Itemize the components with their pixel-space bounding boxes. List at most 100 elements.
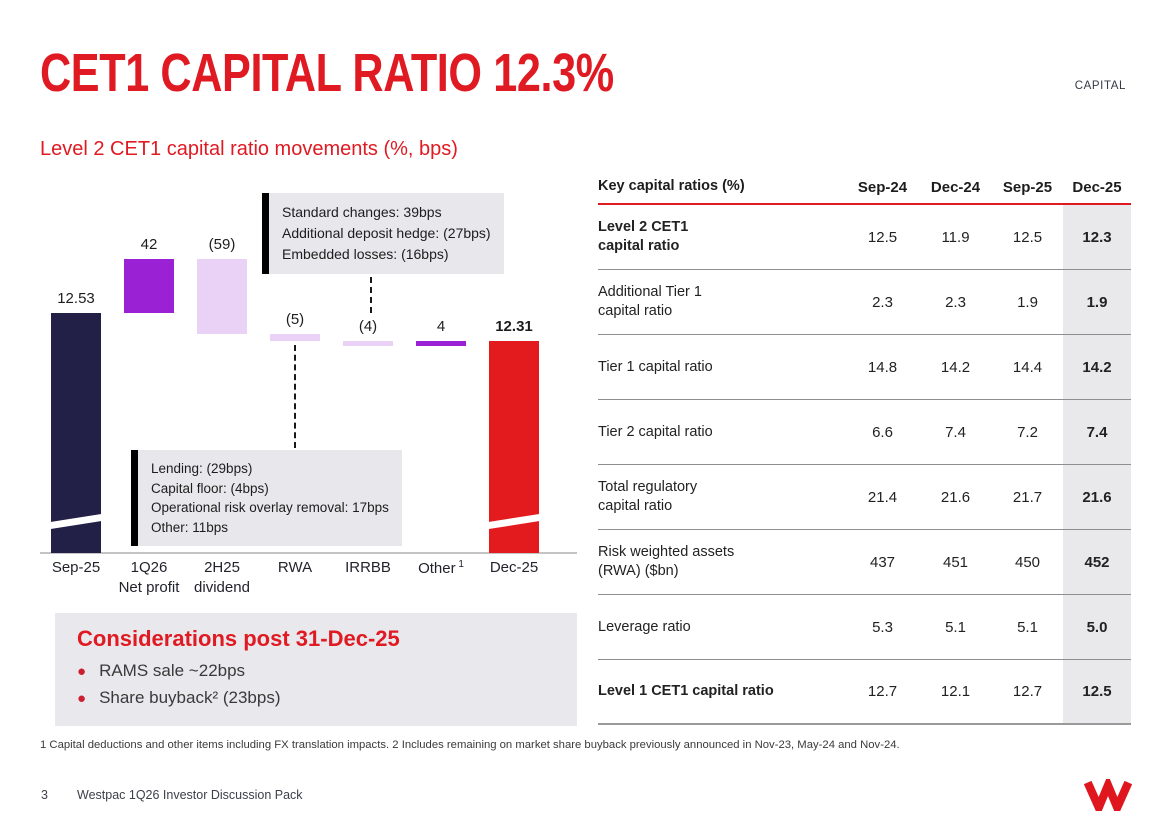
row-value: 12.5 <box>1063 660 1131 723</box>
row-value: 450 <box>1014 553 1041 571</box>
page-title-text: CET1 CAPITAL RATIO 12.3% <box>40 43 614 103</box>
axis-label-other: Other 1 <box>418 559 464 577</box>
column-header-dec-24: Dec-24 <box>930 179 981 196</box>
row-value: 21.4 <box>867 488 898 506</box>
row-label: Risk weighted assets (RWA) ($bn) <box>598 544 735 579</box>
axis-label-rwa: RWA <box>277 559 313 576</box>
axis-label-1q26: 1Q26 Net profit <box>118 559 180 597</box>
row-label: Total regulatory capital ratio <box>598 479 698 514</box>
row-value: 2.3 <box>872 293 893 311</box>
annotation-line: Standard changes: 39bps <box>282 204 442 220</box>
waterfall-bar-rwa <box>270 334 320 341</box>
row-value: 14.8 <box>867 358 898 376</box>
table-row: Risk weighted assets (RWA) ($bn) 437 451 45… <box>598 530 1131 595</box>
annotation-irrbb-box: Standard changes: 39bps Additional deposi… <box>262 193 504 274</box>
waterfall-chart: 12.53 42 (59) (5) (4) 4 12.31 Standard changes… <box>40 180 577 605</box>
row-value: 5.1 <box>1017 618 1038 636</box>
bar-value-label: 42 <box>140 235 158 253</box>
table-row: Level 2 CET1 capital ratio 12.5 11.9 12.5 12… <box>598 205 1131 270</box>
row-value: 7.4 <box>1063 400 1131 464</box>
row-value: 11.9 <box>941 228 970 246</box>
table-row: Additional Tier 1 capital ratio 2.3 2.3 1.9… <box>598 270 1131 335</box>
bullet-icon: ● <box>77 663 87 680</box>
bar-value-label: 12.53 <box>57 289 95 307</box>
page-number: 3 <box>41 788 48 802</box>
annotation-line: Other: 11bps <box>151 519 229 535</box>
row-value: 5.1 <box>945 618 966 636</box>
waterfall-bar-2h25 <box>197 258 247 335</box>
row-value: 437 <box>869 553 896 571</box>
table-body: Level 2 CET1 capital ratio 12.5 11.9 12.5 12… <box>598 205 1131 725</box>
considerations-panel: Considerations post 31-Dec-25 ● RAMS sale… <box>55 613 577 726</box>
bar-value-label: 4 <box>436 317 446 335</box>
row-label: Level 2 CET1 capital ratio <box>598 219 689 254</box>
consideration-text: RAMS sale ~22bps <box>99 661 246 680</box>
bar-value-label: (4) <box>358 317 378 335</box>
considerations-heading: Considerations post 31-Dec-25 <box>77 626 400 651</box>
annotation-line: Capital floor: (4bps) <box>151 480 269 496</box>
bullet-icon: ● <box>77 690 87 707</box>
bar-value-label: (5) <box>285 311 305 329</box>
bar-value-label: 12.31 <box>495 317 533 335</box>
annotation-line: Lending: (29bps) <box>151 461 253 476</box>
row-value: 14.4 <box>1012 358 1043 376</box>
row-value: 12.5 <box>1012 228 1043 246</box>
consideration-item: ● RAMS sale ~22bps <box>77 661 555 681</box>
waterfall-bar-1q26 <box>124 258 174 313</box>
row-value: 21.6 <box>1063 465 1131 529</box>
westpac-w-logo <box>1083 774 1133 818</box>
consideration-text: Share buyback² (23bps) <box>99 688 281 707</box>
table-row: Level 1 CET1 capital ratio 12.7 12.1 12.7 12… <box>598 660 1131 725</box>
row-value: 14.2 <box>1063 335 1131 399</box>
page-title: CET1 CAPITAL RATIO 12.3% <box>40 46 757 100</box>
row-value: 12.7 <box>867 683 898 700</box>
row-value: 452 <box>1063 530 1131 594</box>
x-axis-line <box>40 552 577 554</box>
table-header-row: Key capital ratios (%) Sep-24 Dec-24 Sep-2… <box>598 167 1131 205</box>
row-value: 2.3 <box>945 293 966 311</box>
table-title: Key capital ratios (%) <box>598 178 745 195</box>
row-value: 12.1 <box>940 683 971 700</box>
footer-title: Westpac 1Q26 Investor Discussion Pack <box>77 788 303 802</box>
row-value: 14.2 <box>940 358 971 376</box>
section-tag: CAPITAL <box>1074 80 1126 92</box>
table-row: Total regulatory capital ratio 21.4 21.6 21… <box>598 465 1131 530</box>
column-header-sep-25: Sep-25 <box>1002 179 1053 196</box>
chart-title: Level 2 CET1 capital ratio movements (%,… <box>40 138 458 160</box>
annotation-connector-irrbb <box>370 277 372 313</box>
row-label: Tier 2 capital ratio <box>598 423 713 440</box>
row-value: 1.9 <box>1063 270 1131 334</box>
row-value: 1.9 <box>1017 293 1038 311</box>
axis-label-dec-25: Dec-25 <box>489 559 539 576</box>
row-value: 5.0 <box>1063 595 1131 659</box>
bar-value-label: (59) <box>208 235 236 253</box>
row-value: 5.3 <box>872 618 893 636</box>
waterfall-bar-irrbb <box>343 340 393 346</box>
axis-label-sep-25: Sep-25 <box>51 559 101 576</box>
row-value: 12.7 <box>1012 683 1043 700</box>
footnote: 1 Capital deductions and other items inc… <box>40 739 900 751</box>
waterfall-bar-other <box>416 340 466 346</box>
row-value: 12.5 <box>867 228 898 246</box>
row-value: 21.6 <box>940 488 971 506</box>
table-row: Tier 2 capital ratio 6.6 7.4 7.2 7.4 <box>598 400 1131 465</box>
key-ratios-table: Key capital ratios (%) Sep-24 Dec-24 Sep-2… <box>598 167 1131 725</box>
row-label: Tier 1 capital ratio <box>598 358 713 375</box>
annotation-rwa-box: Lending: (29bps) Capital floor: (4bps) Ope… <box>131 450 402 547</box>
row-label: Leverage ratio <box>598 618 691 635</box>
waterfall-bar-sep-25 <box>51 312 101 553</box>
row-value: 451 <box>942 553 969 571</box>
axis-label-irrbb: IRRBB <box>345 559 391 576</box>
row-value: 6.6 <box>872 423 893 441</box>
annotation-line: Operational risk overlay removal: 17bps <box>151 500 389 516</box>
row-value: 7.4 <box>945 423 966 441</box>
table-row: Leverage ratio 5.3 5.1 5.1 5.0 <box>598 595 1131 660</box>
annotation-line: Additional deposit hedge: (27bps) <box>282 225 491 241</box>
table-row: Tier 1 capital ratio 14.8 14.2 14.4 14.2 <box>598 335 1131 400</box>
row-label: Additional Tier 1 capital ratio <box>598 284 702 319</box>
axis-label-2h25: 2H25 dividend <box>194 559 250 597</box>
consideration-item: ● Share buyback² (23bps) <box>77 688 555 708</box>
row-label: Level 1 CET1 capital ratio <box>598 683 774 700</box>
annotation-line: Embedded losses: (16bps) <box>282 246 449 262</box>
